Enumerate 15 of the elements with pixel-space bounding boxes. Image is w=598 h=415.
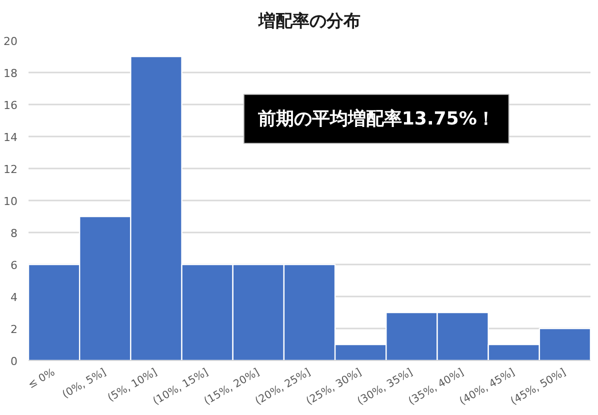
y-tick-label: 12: [4, 163, 18, 176]
x-tick-label: (0%, 5%]: [60, 366, 108, 401]
x-tick-label: ≤ 0%: [26, 366, 58, 392]
y-tick-label: 14: [4, 131, 18, 144]
y-tick-label: 20: [4, 35, 18, 48]
annotation: 前期の平均増配率13.75%！: [256, 107, 495, 130]
y-tick-label: 8: [10, 227, 18, 240]
y-tick-label: 6: [10, 259, 18, 272]
y-tick-label: 4: [10, 291, 18, 304]
y-tick-label: 10: [4, 195, 18, 208]
y-tick-label: 2: [10, 323, 18, 336]
chart-title: 増配率の分布: [258, 10, 360, 32]
y-tick-label: 18: [4, 67, 18, 80]
y-tick-label: 0: [10, 355, 18, 368]
y-tick-label: 16: [4, 99, 18, 112]
